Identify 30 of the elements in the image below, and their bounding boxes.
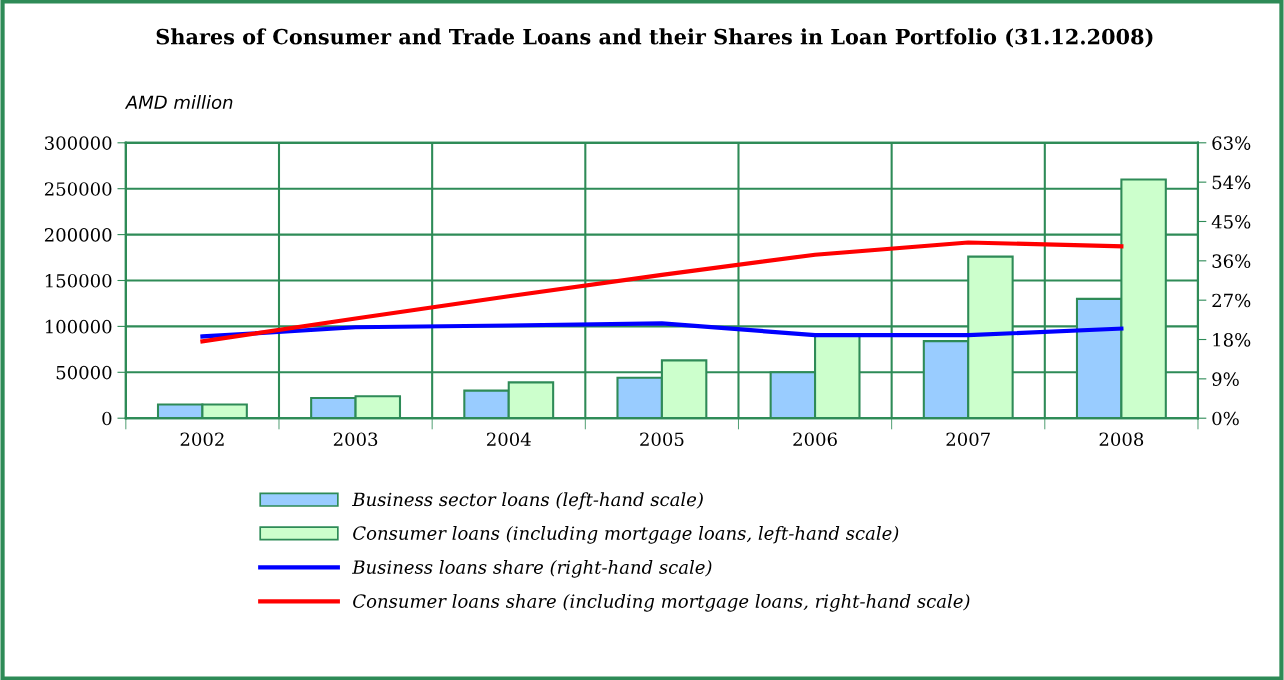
y-tick-label: 100000 (45, 319, 112, 334)
x-tick-label: 2002 (180, 432, 224, 447)
x-tick-label: 2004 (486, 432, 531, 447)
y-tick-label: 200000 (44, 228, 112, 242)
y-tick-label: 150000 (45, 273, 112, 288)
y2-tick-label: 18% (1213, 332, 1251, 347)
y-tick-label: 300000 (45, 136, 112, 150)
y-axis-title: AMD million (124, 95, 233, 110)
chart-title: Shares of Consumer and Trade Loans and their Shares in Loan Portfolio (31.12.2008) (156, 28, 1153, 48)
y2-tick-label: 0% (1212, 411, 1239, 426)
line-series (200, 321, 1124, 339)
x-tick-label: 2006 (793, 432, 837, 447)
y-tick-label: 50000 (56, 365, 112, 380)
y2-tick-label: 9% (1212, 372, 1239, 386)
line-series (200, 240, 1124, 344)
y2-tick-label: 45% (1211, 214, 1251, 229)
y2-tick-label: 54% (1212, 175, 1251, 190)
x-tick-label: 2007 (946, 432, 990, 447)
x-tick-label: 2003 (333, 432, 378, 447)
legend-label: Consumer loans share (including mortgage loans, right-hand scale) (353, 593, 970, 612)
legend-label: Business loans share (right-hand scale) (352, 559, 712, 578)
x-tick-label: 2008 (1099, 432, 1144, 447)
y2-tick-label: 63% (1212, 136, 1251, 150)
legend-label: Consumer loans (including mortgage loans, left-hand scale) (353, 525, 899, 544)
y2-tick-label: 36% (1212, 254, 1251, 268)
y2-tick-label: 27% (1212, 293, 1251, 308)
y-tick-label: 250000 (44, 182, 112, 196)
x-tick-label: 2005 (640, 432, 684, 447)
legend-label: Business sector loans (left-hand scale) (352, 492, 703, 510)
y-tick-label: 0 (102, 411, 112, 426)
